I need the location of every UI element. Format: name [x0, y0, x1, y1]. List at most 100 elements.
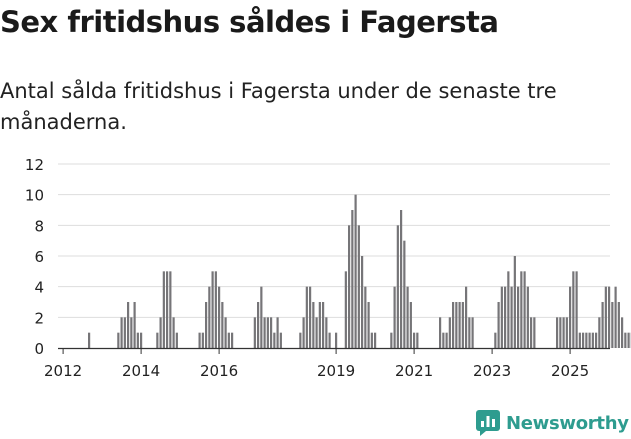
- x-tick-label: 2023: [473, 362, 511, 380]
- bar: [582, 332, 585, 348]
- bar: [273, 332, 276, 348]
- x-tick-label: 2025: [551, 362, 589, 380]
- bar: [130, 317, 133, 348]
- bar: [403, 240, 406, 348]
- bar: [617, 302, 620, 348]
- bar: [159, 317, 162, 348]
- bar: [198, 332, 201, 348]
- bar: [556, 317, 559, 348]
- bar: [627, 332, 630, 348]
- bar: [299, 332, 302, 348]
- bar: [416, 332, 419, 348]
- bar: [393, 286, 396, 348]
- bar: [559, 317, 562, 348]
- bar: [523, 271, 526, 348]
- bar: [231, 332, 234, 348]
- bar: [458, 302, 461, 348]
- bar: [260, 286, 263, 348]
- bar: [510, 286, 513, 348]
- y-tick-label: 12: [25, 156, 44, 174]
- bar: [166, 271, 169, 348]
- y-tick-label: 10: [25, 187, 44, 205]
- bar: [367, 302, 370, 348]
- bar: [123, 317, 126, 348]
- bar: [374, 332, 377, 348]
- bar: [344, 271, 347, 348]
- brand-name: Newsworthy: [506, 412, 629, 434]
- bar: [162, 271, 165, 348]
- bar: [507, 271, 510, 348]
- bar: [309, 286, 312, 348]
- bar: [409, 302, 412, 348]
- bar: [88, 332, 91, 348]
- bar: [461, 302, 464, 348]
- bar: [224, 317, 227, 348]
- bar: [201, 332, 204, 348]
- bar: [400, 210, 403, 348]
- y-tick-label: 8: [34, 217, 44, 235]
- bar: [494, 332, 497, 348]
- bar: [588, 332, 591, 348]
- bar: [497, 302, 500, 348]
- bar: [335, 332, 338, 348]
- bar: [257, 302, 260, 348]
- newsworthy-icon: [476, 410, 500, 436]
- bar: [562, 317, 565, 348]
- bar: [221, 302, 224, 348]
- bar: [172, 317, 175, 348]
- bar: [312, 302, 315, 348]
- bar: [572, 271, 575, 348]
- bar: [526, 286, 529, 348]
- bar: [413, 332, 416, 348]
- bar: [471, 317, 474, 348]
- chart-title: Sex fritidshus såldes i Fagersta: [0, 5, 499, 39]
- y-tick-label: 2: [34, 309, 44, 327]
- x-tick-label: 2019: [317, 362, 355, 380]
- bar: [302, 317, 305, 348]
- bar: [569, 286, 572, 348]
- bar: [325, 317, 328, 348]
- bar: [468, 317, 471, 348]
- bar: [520, 271, 523, 348]
- bar: [396, 225, 399, 348]
- bar: [279, 332, 282, 348]
- bar: [504, 286, 507, 348]
- bar: [517, 286, 520, 348]
- bar: [598, 317, 601, 348]
- y-tick-label: 6: [34, 248, 44, 266]
- bar: [406, 286, 409, 348]
- bar: [328, 332, 331, 348]
- bar: [322, 302, 325, 348]
- bar: [513, 256, 516, 348]
- bar: [565, 317, 568, 348]
- bar: [585, 332, 588, 348]
- bar: [621, 317, 624, 348]
- bar: [445, 332, 448, 348]
- bar: [276, 317, 279, 348]
- bar: [305, 286, 308, 348]
- bar: [439, 317, 442, 348]
- bar: [595, 332, 598, 348]
- y-tick-label: 4: [34, 279, 44, 297]
- bar: [390, 332, 393, 348]
- bar: [270, 317, 273, 348]
- bar: [614, 286, 617, 348]
- bar: [624, 332, 627, 348]
- x-tick-label: 2016: [200, 362, 238, 380]
- bar: [465, 286, 468, 348]
- bar: [448, 317, 451, 348]
- bar: [315, 317, 318, 348]
- bar: [601, 302, 604, 348]
- bar: [452, 302, 455, 348]
- bar: [608, 286, 611, 348]
- bar: [136, 332, 139, 348]
- bar: [156, 332, 159, 348]
- bar: [211, 271, 214, 348]
- bar: [140, 332, 143, 348]
- bar: [227, 332, 230, 348]
- bar: [361, 256, 364, 348]
- bar: [214, 271, 217, 348]
- bar: [133, 302, 136, 348]
- bar: [604, 286, 607, 348]
- y-tick-label: 0: [34, 340, 44, 358]
